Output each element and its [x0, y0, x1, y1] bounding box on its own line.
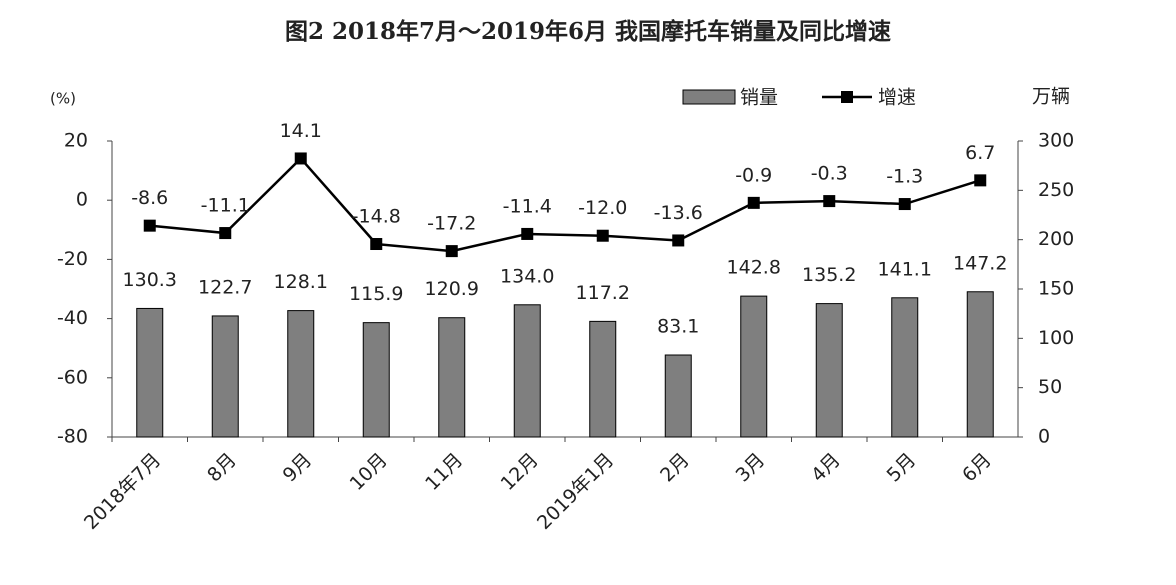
- bar: [136, 307, 164, 438]
- line-value-label: -8.6: [131, 187, 168, 209]
- line-value-label: -13.6: [654, 202, 703, 224]
- y2-tick-label: 300: [1038, 130, 1074, 152]
- line-marker: [747, 196, 760, 209]
- y2-axis-label: 万辆: [1032, 86, 1070, 108]
- bar-value-label: 115.9: [349, 283, 403, 305]
- line-value-label: -14.8: [352, 206, 401, 228]
- line-marker: [521, 227, 534, 240]
- line-value-label: 14.1: [280, 120, 322, 142]
- x-tick-label: 11月: [421, 449, 467, 495]
- x-tick-label: 6月: [958, 449, 996, 487]
- bar: [815, 303, 843, 438]
- line-marker: [294, 152, 307, 165]
- line-marker: [143, 219, 156, 232]
- bar-value-label: 122.7: [198, 276, 252, 298]
- y-tick-label: -60: [57, 366, 88, 388]
- line-value-label: -12.0: [578, 197, 627, 219]
- line-marker: [974, 174, 987, 187]
- y-tick-label: -40: [57, 307, 88, 329]
- line-value-label: -11.4: [503, 195, 552, 217]
- legend-label: 增速: [878, 87, 916, 109]
- bar-value-label: 83.1: [657, 316, 699, 338]
- x-tick-label: 2018年7月: [80, 449, 165, 534]
- bar: [664, 354, 692, 438]
- bar: [287, 310, 315, 438]
- line-marker: [672, 234, 685, 247]
- bar-value-label: 142.8: [727, 257, 781, 279]
- y-tick-label: 0: [76, 189, 88, 211]
- bar-value-label: 141.1: [878, 258, 932, 280]
- bar-value-label: 147.2: [953, 252, 1007, 274]
- x-tick-label: 9月: [279, 449, 317, 487]
- legend-swatch: [682, 89, 736, 105]
- y2-tick-label: 250: [1038, 179, 1074, 201]
- bar: [513, 304, 541, 438]
- y2-tick-label: 200: [1038, 228, 1074, 250]
- legend-label: 销量: [740, 87, 778, 109]
- x-tick-label: 3月: [732, 449, 770, 487]
- y2-tick-label: 100: [1038, 327, 1074, 349]
- y-tick-label: -80: [57, 426, 88, 448]
- line: [149, 156, 981, 253]
- bar: [211, 315, 239, 438]
- line-marker: [596, 229, 609, 242]
- x-tick-label: 2019年1月: [533, 449, 618, 534]
- bar: [891, 297, 919, 438]
- bar-value-label: 134.0: [500, 265, 554, 287]
- y2-tick-label: 150: [1038, 278, 1074, 300]
- line-value-label: -1.3: [886, 166, 923, 188]
- bar: [362, 322, 390, 438]
- bar-value-label: 117.2: [576, 282, 630, 304]
- y-axis-label: (%): [50, 90, 76, 108]
- x-tick-label: 4月: [807, 449, 845, 487]
- y-tick-label: 20: [64, 130, 88, 152]
- line-marker: [898, 198, 911, 211]
- line-marker: [823, 195, 836, 208]
- legend-marker: [841, 91, 853, 103]
- line-marker: [219, 227, 232, 240]
- x-tick-label: 2月: [656, 449, 694, 487]
- y-tick-label: -20: [57, 248, 88, 270]
- x-tick-label: 12月: [497, 449, 543, 495]
- line-value-label: -11.1: [201, 195, 250, 217]
- line-marker: [370, 238, 383, 251]
- bar: [589, 320, 617, 438]
- bar: [438, 317, 466, 438]
- bar-value-label: 128.1: [274, 271, 328, 293]
- x-tick-label: 5月: [883, 449, 921, 487]
- y2-tick-label: 0: [1038, 426, 1050, 448]
- chart-title: 图2 2018年7月～2019年6月 我国摩托车销量及同比增速: [285, 18, 891, 45]
- bar: [740, 295, 768, 438]
- line-value-label: 6.7: [965, 142, 995, 164]
- bar: [966, 291, 994, 438]
- x-tick-label: 10月: [346, 449, 392, 495]
- line-value-label: -0.3: [811, 163, 848, 185]
- line-marker: [445, 245, 458, 258]
- line-value-label: -17.2: [427, 213, 476, 235]
- line-value-label: -0.9: [735, 164, 772, 186]
- x-tick-label: 8月: [203, 449, 241, 487]
- bar-value-label: 130.3: [123, 269, 177, 291]
- bar-value-label: 135.2: [802, 264, 856, 286]
- bar-value-label: 120.9: [425, 278, 479, 300]
- y2-tick-label: 50: [1038, 376, 1062, 398]
